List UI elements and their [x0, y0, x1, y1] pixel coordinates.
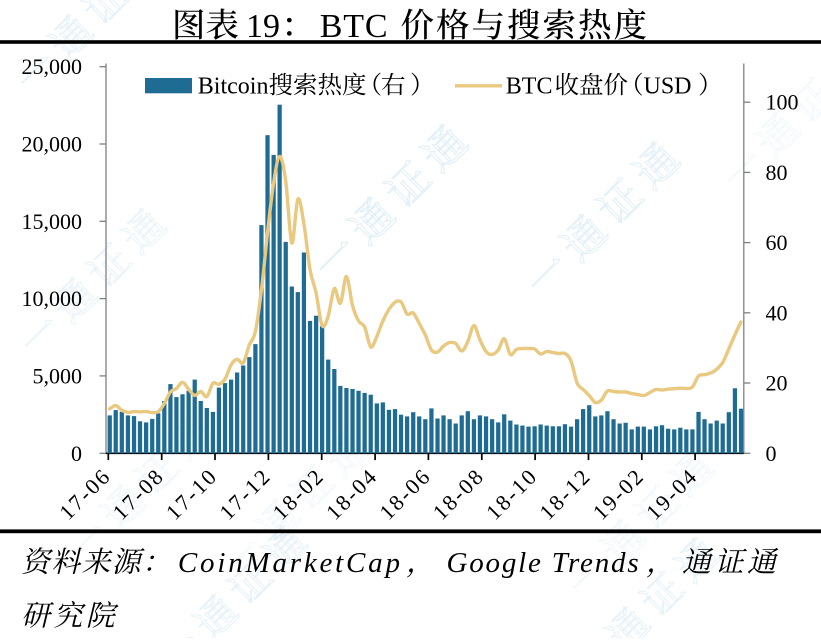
svg-text:15,000: 15,000 [22, 209, 83, 234]
svg-text:20: 20 [766, 371, 788, 396]
svg-text:BTC: BTC [320, 8, 389, 45]
svg-text:19: 19 [246, 8, 280, 45]
svg-text:0: 0 [766, 441, 777, 466]
svg-text:20,000: 20,000 [22, 132, 83, 157]
svg-text:40: 40 [766, 300, 788, 325]
svg-text:80: 80 [766, 160, 788, 185]
svg-text:USD: USD [644, 73, 692, 99]
svg-text:Bitcoin: Bitcoin [198, 73, 269, 99]
svg-text:0: 0 [71, 441, 82, 466]
svg-text:10,000: 10,000 [22, 286, 83, 311]
svg-text:60: 60 [766, 230, 788, 255]
svg-text:5,000: 5,000 [33, 363, 83, 388]
svg-text:CoinMarketCap: CoinMarketCap [178, 547, 403, 579]
svg-text:BTC: BTC [506, 73, 553, 99]
svg-text:Google Trends: Google Trends [447, 547, 641, 579]
svg-text:25,000: 25,000 [22, 54, 83, 79]
svg-text:100: 100 [766, 90, 799, 115]
